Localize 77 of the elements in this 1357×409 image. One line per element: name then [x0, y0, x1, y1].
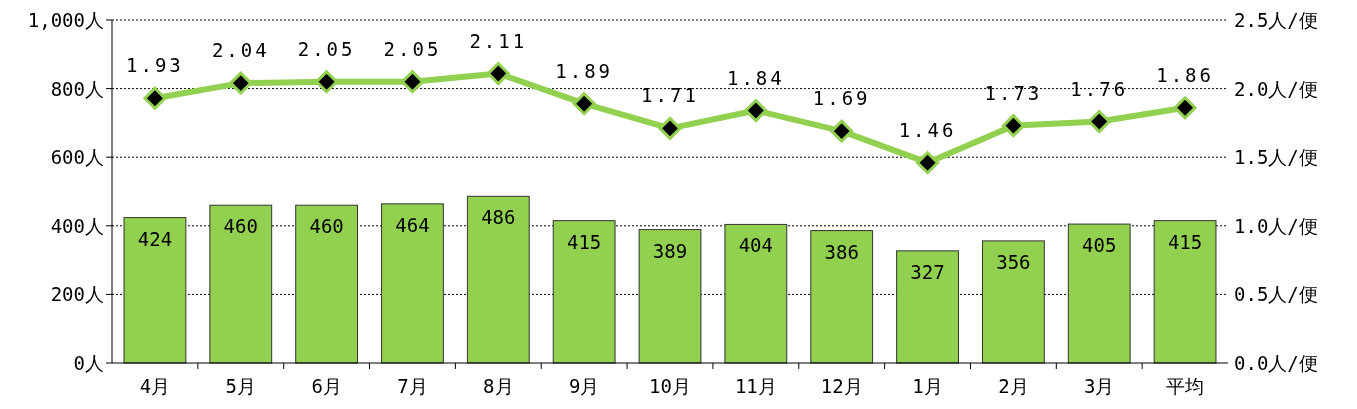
bar	[810, 230, 874, 364]
y-tick-label: 1,000人	[27, 9, 104, 31]
data-label: 2.11	[469, 29, 528, 52]
data-label: 415	[566, 230, 602, 253]
data-label: 460	[309, 215, 344, 238]
data-label: 327	[910, 260, 945, 283]
point	[143, 86, 167, 110]
x-tick-label: 12月	[820, 375, 863, 397]
data-label: 2.04	[211, 39, 270, 62]
data-label: 1.86	[1156, 63, 1214, 86]
y-tick-label: 600人	[50, 146, 104, 169]
x-tick-label: 平均	[1166, 375, 1205, 397]
bar	[638, 229, 702, 364]
data-label: 464	[395, 213, 430, 236]
y2-tick-label: 2.0人/便	[1234, 77, 1318, 100]
bar	[209, 204, 273, 364]
point	[229, 71, 253, 95]
x-tick-label: 5月	[225, 375, 256, 397]
point	[658, 116, 682, 140]
point	[315, 70, 339, 94]
bar	[466, 195, 530, 364]
bar	[896, 250, 959, 364]
data-label: 405	[1082, 234, 1117, 257]
point	[830, 119, 854, 143]
data-label: 1.69	[812, 87, 871, 110]
y2-tick-label: 0.0人/便	[1234, 352, 1318, 374]
x-tick-label: 11月	[734, 375, 777, 397]
y-tick-label: 800人	[50, 77, 104, 100]
data-label: 356	[996, 250, 1031, 273]
point	[1087, 110, 1111, 134]
y2-tick-label: 2.5人/便	[1234, 9, 1318, 31]
data-label: 1.76	[1070, 77, 1129, 100]
y-tick-label: 200人	[50, 283, 104, 306]
x-tick-label: 2月	[998, 375, 1029, 397]
data-label: 2.05	[297, 37, 356, 60]
point	[572, 92, 596, 116]
y2-tick-label: 1.0人/便	[1234, 214, 1318, 237]
bar	[1153, 220, 1217, 364]
bar	[1067, 223, 1131, 364]
bar	[381, 203, 444, 364]
point	[486, 62, 510, 86]
data-label: 1.73	[984, 81, 1043, 104]
point	[744, 99, 768, 123]
bar	[724, 223, 788, 364]
data-label: 486	[481, 206, 516, 229]
x-tick-label: 9月	[568, 375, 600, 397]
x-tick-label: 1月	[912, 375, 943, 397]
data-label: 1.89	[555, 59, 614, 82]
data-label: 1.84	[726, 66, 785, 89]
point	[400, 70, 424, 94]
data-label: 424	[137, 227, 173, 250]
data-label: 460	[223, 215, 258, 238]
x-tick-label: 8月	[483, 375, 514, 397]
data-label: 404	[738, 234, 774, 257]
data-label: 386	[824, 240, 859, 263]
y-tick-label: 400人	[50, 214, 104, 237]
data-label: 1.93	[126, 54, 184, 77]
bar	[552, 220, 616, 364]
data-label: 1.71	[641, 84, 699, 107]
data-label: 1.46	[898, 118, 957, 141]
data-label: 2.05	[383, 37, 442, 60]
bar	[295, 204, 359, 364]
point	[1173, 96, 1197, 120]
x-tick-label: 3月	[1084, 375, 1115, 397]
point	[1001, 114, 1025, 138]
data-label: 389	[652, 239, 688, 262]
point	[916, 151, 940, 175]
x-tick-label: 7月	[397, 375, 428, 397]
x-tick-label: 4月	[139, 375, 171, 397]
y2-tick-label: 0.5人/便	[1234, 283, 1318, 306]
data-label: 415	[1167, 230, 1203, 253]
y-tick-label: 0人	[73, 352, 104, 374]
bar	[981, 240, 1045, 364]
x-tick-label: 10月	[649, 375, 691, 397]
bar	[123, 217, 187, 364]
x-tick-label: 6月	[311, 375, 342, 397]
y2-tick-label: 1.5人/便	[1234, 146, 1318, 169]
